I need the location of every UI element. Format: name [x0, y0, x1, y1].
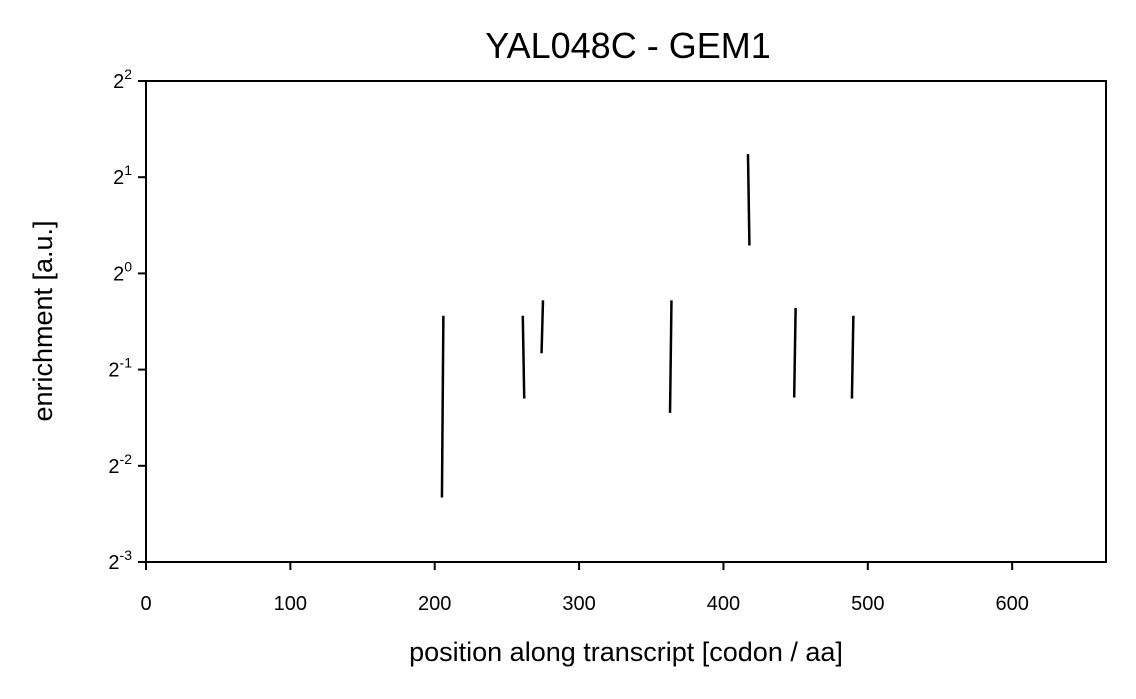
x-tick-label: 100	[274, 593, 307, 615]
y-axis: 22 21 20 2-1 2-2 2-3	[108, 66, 146, 574]
x-tick-label: 300	[562, 593, 595, 615]
x-tick-label: 500	[851, 593, 884, 615]
x-tick-label: 0	[140, 593, 151, 615]
x-axis-label: position along transcript [codon / aa]	[409, 637, 843, 667]
data-segment	[668, 300, 673, 413]
y-tick-label: 2-1	[108, 355, 132, 382]
data-series	[440, 154, 855, 498]
data-segment	[521, 315, 526, 399]
x-tick-label: 400	[707, 593, 740, 615]
y-tick-label: 21	[113, 162, 132, 189]
y-tick-label: 20	[113, 258, 132, 285]
data-segment	[540, 300, 545, 354]
plot-area	[145, 80, 1107, 563]
data-segment	[792, 308, 797, 398]
x-tick-label: 600	[995, 593, 1028, 615]
data-segment	[440, 315, 445, 498]
y-tick-label: 2-2	[108, 451, 132, 478]
data-segment	[850, 315, 855, 399]
y-tick-label: 22	[113, 66, 132, 93]
y-tick-label: 2-3	[108, 547, 132, 574]
x-tick-label: 200	[418, 593, 451, 615]
chart-title: YAL048C - GEM1	[485, 25, 770, 66]
x-axis: 0 100 200 300 400 500 600	[140, 562, 1029, 615]
y-axis-label: enrichment [a.u.]	[28, 220, 58, 421]
data-segment	[746, 154, 751, 246]
